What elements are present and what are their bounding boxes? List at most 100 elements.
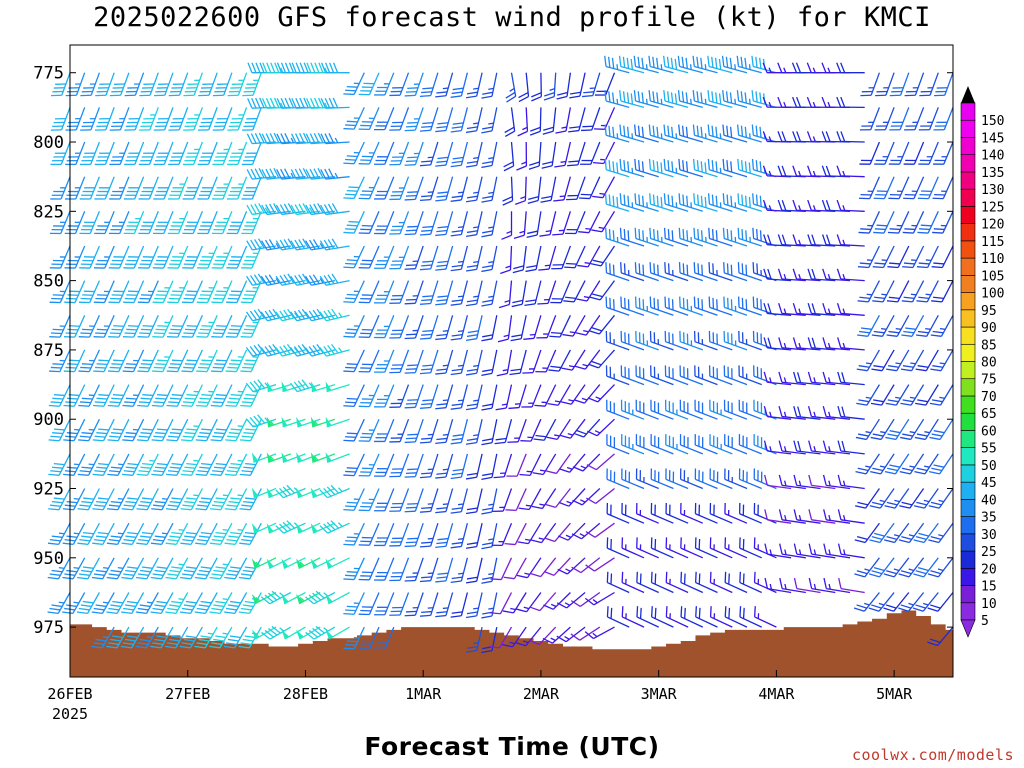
wind-barb [183,72,204,97]
y-tick-label: 775 [33,64,64,84]
wind-barb [556,626,586,643]
wind-barb [49,280,71,304]
wind-barb [197,141,218,166]
wind-barb [167,280,189,304]
wind-barb [358,176,380,200]
wind-barb [343,626,365,650]
wind-barb [932,211,954,234]
colorbar-label: 140 [981,149,1004,164]
wind-barb [677,90,703,109]
wind-barb [290,168,321,180]
wind-barb [837,509,865,524]
wind-barb [635,399,659,420]
wind-barb [536,315,557,339]
wind-barb [48,453,71,476]
wind-barb [435,315,454,341]
wind-barb [808,509,836,524]
wind-barb [709,468,733,490]
wind-barb [679,399,704,420]
wind-barb [95,72,115,97]
wind-barb [707,90,733,109]
wind-barb [281,381,306,393]
colorbar-label: 80 [981,356,997,371]
wind-barb [152,315,174,338]
wind-barb [343,107,365,130]
wind-barb [91,592,115,615]
y-tick-label: 825 [33,202,64,222]
wind-barb [871,314,895,337]
wind-barb [358,557,380,581]
wind-barb [310,522,336,534]
wind-barb [196,349,218,373]
wind-barb [195,522,218,546]
wind-barb [619,227,645,247]
wind-barb [122,315,145,338]
wind-barb [591,210,616,233]
wind-barb [63,384,86,407]
wind-barb [858,211,880,234]
wind-barb [677,55,703,74]
wind-barb [122,349,145,373]
wind-barb [358,107,380,131]
x-tick-sublabel: 2025 [52,705,88,723]
wind-barb [587,418,615,437]
colorbar-label: 95 [981,304,997,319]
wind-barb [620,262,645,282]
wind-barb [738,434,762,455]
wind-barb [502,176,514,206]
wind-barb [435,245,454,271]
wind-barb [107,488,130,511]
wind-barb [137,349,159,373]
colorbar-cell [960,430,976,448]
wind-barb [389,522,410,547]
wind-barb [513,211,527,240]
wind-barb [343,592,365,615]
colorbar-label: 150 [981,114,1004,129]
wind-barb [836,131,865,143]
wind-barb [358,384,380,408]
wind-barb [242,72,262,97]
wind-barb [343,557,365,581]
wind-barb [648,55,674,74]
wind-barb [358,592,380,616]
wind-barb [792,234,821,247]
wind-barb [197,107,218,131]
wind-barb [604,124,630,143]
wind-barb [821,199,851,212]
wind-barb [694,365,718,386]
wind-barb [721,55,748,74]
wind-barb [180,557,203,580]
credit-link[interactable]: coolwx.com/models [851,746,1014,764]
wind-barb [917,176,939,200]
wind-barb [574,349,601,370]
wind-barb [139,107,159,131]
wind-barb [138,245,159,269]
wind-barb [245,379,277,393]
wind-barb [694,537,718,559]
wind-barb [753,537,777,559]
wind-barb [663,227,689,247]
wind-barb [808,474,836,490]
wind-barb [63,349,86,373]
wind-barb [374,349,395,373]
wind-barb [821,62,850,74]
wind-barb [260,239,291,251]
wind-barb [450,245,469,272]
colorbar-label: 75 [981,373,997,388]
wind-barb [510,315,527,342]
wind-barb [209,592,233,615]
wind-barb [319,308,350,322]
wind-barb [94,211,115,235]
wind-barb [226,176,248,200]
wind-barb [212,141,233,166]
wind-barb [619,124,645,143]
wind-barb [481,280,498,307]
wind-barb [665,503,689,524]
x-axis-label: Forecast Time (UTC) [364,732,660,761]
wind-barb [592,176,616,199]
wind-barb [885,384,910,406]
wind-barb [150,592,174,615]
colorbar-cell [960,395,976,414]
wind-barb [763,234,792,247]
wind-barb [153,176,174,200]
